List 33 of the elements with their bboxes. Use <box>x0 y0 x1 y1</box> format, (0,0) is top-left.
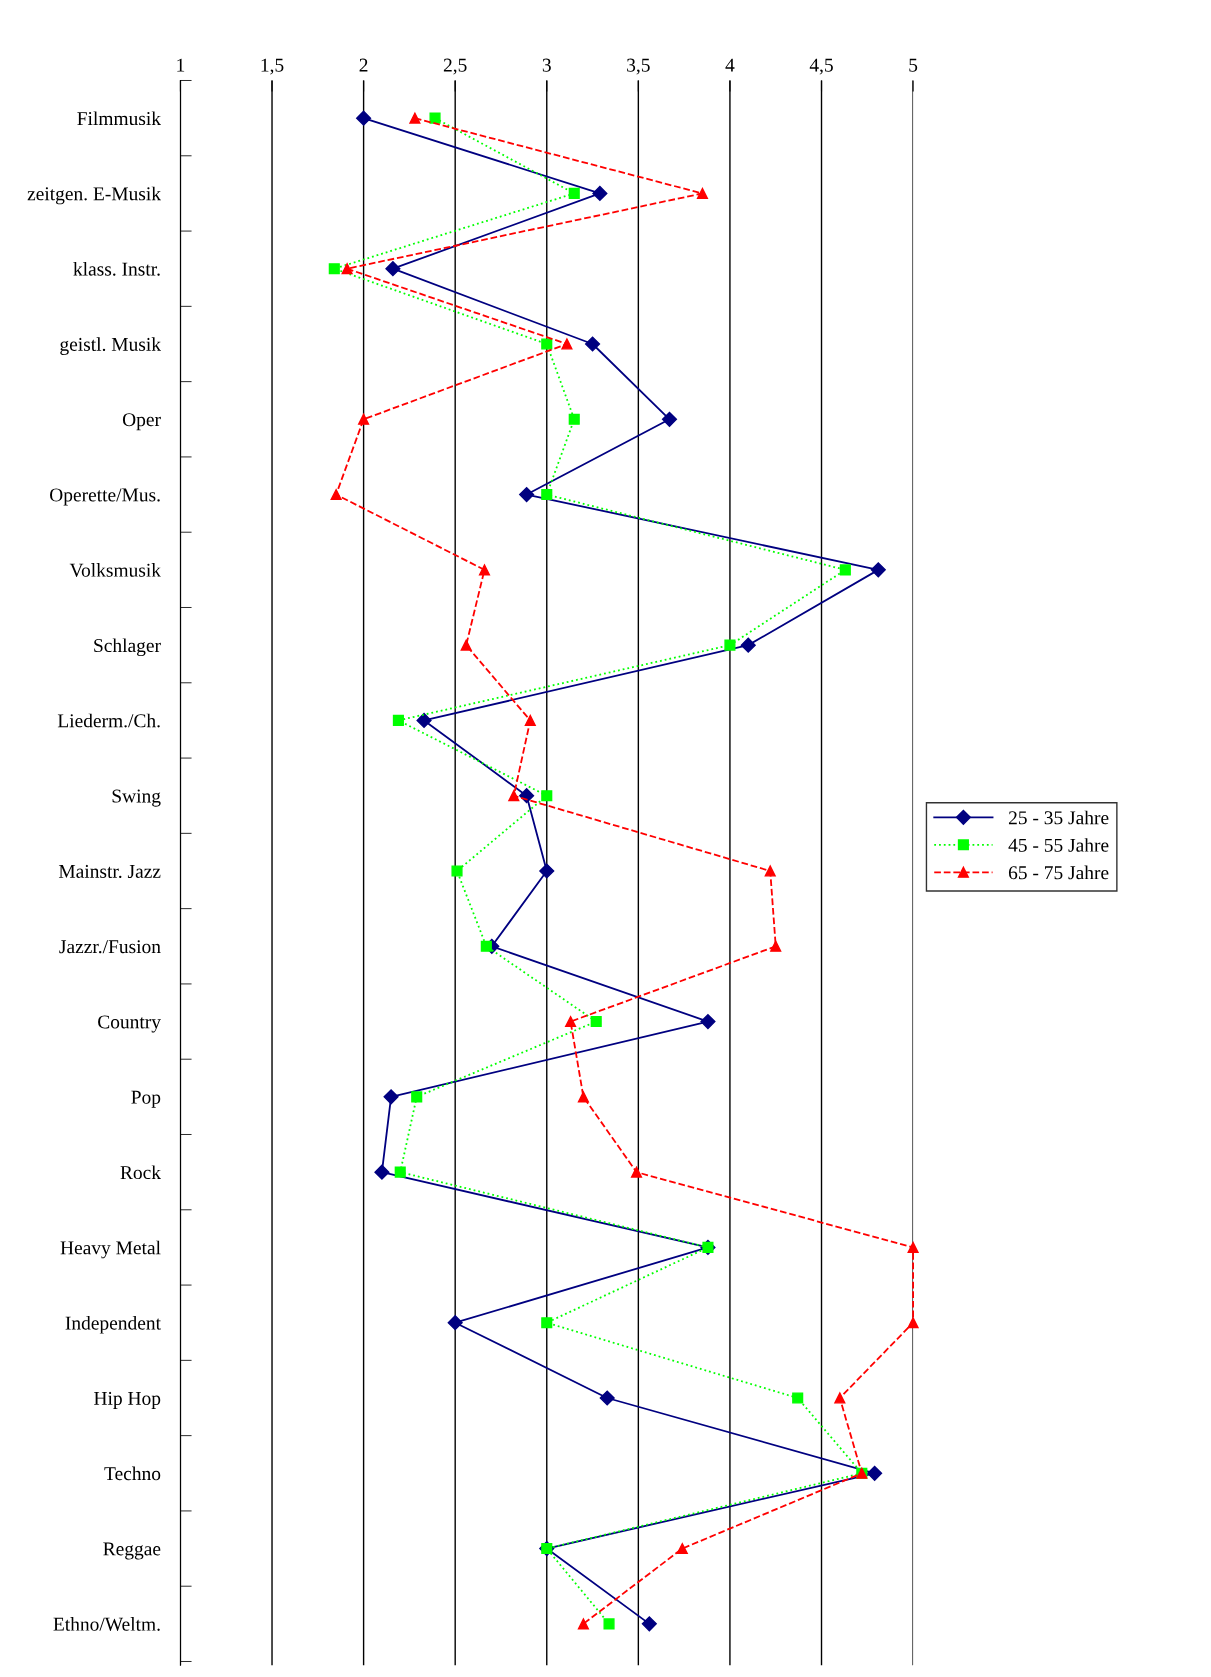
x-tick-label: 5 <box>909 58 918 72</box>
legend-label: 65 - 75 Jahre <box>1008 865 1109 880</box>
x-tick-label: 2,5 <box>443 58 467 75</box>
x-tick-label: 1,5 <box>261 58 284 75</box>
x-tick-label: 4 <box>725 58 735 72</box>
legend-label: 25 - 35 Jahre <box>1008 810 1109 825</box>
y-tick-label: geistl. Musik <box>60 337 161 355</box>
x-tick-label: 3 <box>542 58 551 72</box>
x-tick-label: 3,5 <box>627 58 650 75</box>
y-tick-label: Mainstr. Jazz <box>58 864 161 879</box>
legend-label: 45 - 55 Jahre <box>1008 838 1109 852</box>
x-tick-label: 2 <box>359 58 368 72</box>
y-tick-label: Pop <box>131 1090 161 1108</box>
x-tick-label: 1 <box>177 58 185 72</box>
y-tick-label: Operette/Mus. <box>50 488 160 506</box>
y-tick-label: Ethno/Weltm. <box>53 1617 160 1631</box>
y-tick-label: Heavy Metal <box>60 1240 161 1259</box>
y-tick-label: Swing <box>112 789 161 807</box>
y-tick-label: Liederm./Ch. <box>57 713 160 728</box>
y-tick-label: klass. Instr. <box>73 261 160 276</box>
y-tick-label: zeitgen. E-Musik <box>27 186 161 205</box>
y-tick-label: Volksmusik <box>69 563 161 577</box>
y-tick-label: Filmmusik <box>77 111 161 126</box>
y-tick-label: Reggae <box>103 1542 161 1560</box>
y-tick-label: Schlager <box>94 638 161 657</box>
x-tick-label: 4,5 <box>809 58 833 75</box>
y-tick-label: Country <box>98 1015 161 1033</box>
y-tick-label: Independent <box>65 1315 161 1334</box>
y-tick-label: Jazzr./Fusion <box>59 940 161 954</box>
y-tick-label: Techno <box>104 1466 161 1481</box>
y-tick-label: Oper <box>122 413 161 431</box>
y-tick-label: Hip Hop <box>94 1391 161 1409</box>
y-tick-label: Rock <box>120 1165 161 1180</box>
